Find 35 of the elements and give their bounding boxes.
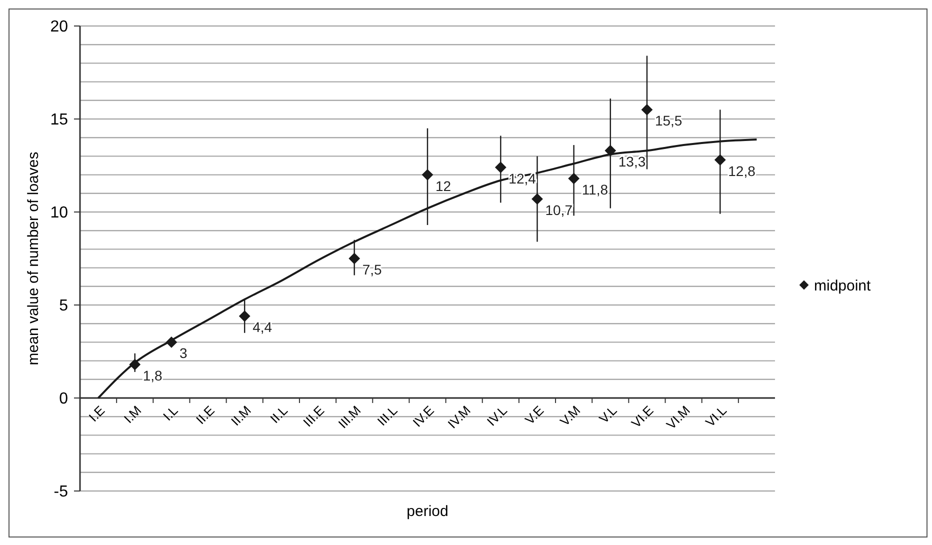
data-label: 11,8 <box>582 182 608 198</box>
x-tick-label: IV.L <box>484 402 510 429</box>
y-tick-label: 0 <box>59 390 68 408</box>
x-axis-title: period <box>406 503 448 520</box>
x-tick-label: IV.E <box>410 402 438 430</box>
x-tick-label: II.E <box>192 402 218 428</box>
data-label: 7,5 <box>362 262 382 278</box>
data-label: 1,8 <box>142 368 163 384</box>
data-label: 12,8 <box>728 162 756 179</box>
y-tick-label: -5 <box>54 484 68 501</box>
data-label: 4,4 <box>252 319 272 336</box>
x-tick-label: VI.E <box>628 402 657 431</box>
x-tick-label: II.L <box>267 402 291 426</box>
legend-label: midpoint <box>814 277 872 294</box>
y-tick-label: 10 <box>50 204 68 222</box>
x-tick-label: III.E <box>300 402 328 430</box>
data-label: 15,5 <box>654 112 682 129</box>
y-tick-label: 15 <box>50 112 68 129</box>
x-tick-label: V.L <box>596 402 620 426</box>
data-label: 13,3 <box>618 154 646 170</box>
x-tick-label: VI.L <box>702 402 730 430</box>
x-tick-label: I.L <box>160 402 181 424</box>
x-tick-label: I.E <box>86 402 108 425</box>
x-tick-label: III.L <box>374 402 400 429</box>
data-label: 3 <box>179 345 188 362</box>
data-label: 10,7 <box>545 202 573 218</box>
x-tick-label: II.M <box>228 402 254 429</box>
data-label: 12 <box>436 178 452 194</box>
x-tick-label: I.M <box>120 402 144 426</box>
x-tick-label: VI.M <box>663 402 693 432</box>
y-tick-label: 20 <box>50 18 68 36</box>
x-tick-label: V.E <box>522 402 547 428</box>
y-tick-label: 5 <box>59 298 68 315</box>
y-axis-title: mean value of number of loaves <box>25 152 42 366</box>
x-tick-label: V.M <box>557 402 584 429</box>
